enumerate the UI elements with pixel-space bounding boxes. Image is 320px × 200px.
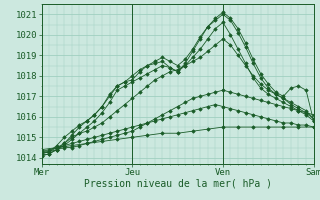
X-axis label: Pression niveau de la mer( hPa ): Pression niveau de la mer( hPa ) bbox=[84, 179, 272, 189]
